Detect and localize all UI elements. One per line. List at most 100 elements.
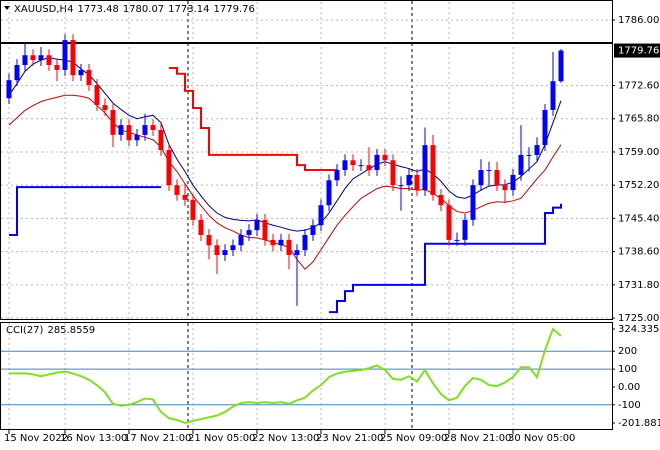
candle-body	[454, 239, 460, 241]
price-marker-label: 1779.76	[618, 46, 659, 57]
candle-body	[150, 125, 156, 130]
candle-body	[518, 154, 524, 175]
candle-body	[422, 145, 428, 191]
candle-body	[526, 154, 532, 156]
candle-body	[126, 125, 132, 141]
candle-body	[102, 105, 108, 110]
indicator-header: CCI(27) 285.8559	[6, 325, 95, 336]
moving-average	[8, 57, 562, 232]
candle-body	[134, 134, 140, 141]
candle-body	[70, 40, 76, 76]
candle-body	[414, 174, 420, 191]
y-tick-label: 1759.00	[618, 147, 659, 158]
candle-body	[430, 145, 436, 195]
x-tick-label: 28 Nov 21:00	[444, 433, 511, 444]
candle-body	[486, 170, 492, 172]
candle-body	[318, 205, 324, 226]
candle-body	[110, 109, 116, 135]
candle-body	[238, 235, 244, 246]
candle-body	[358, 165, 364, 167]
x-tick-label: 30 Nov 05:00	[508, 433, 575, 444]
candle-body	[86, 69, 92, 86]
stop-line	[169, 66, 337, 172]
candle-body	[302, 235, 308, 251]
candle-body	[54, 65, 60, 70]
y-tick-label: 1765.80	[618, 114, 659, 125]
candle-body	[214, 245, 220, 256]
candle-body	[382, 154, 388, 161]
candle-body	[14, 65, 20, 81]
y-tick-label: 200	[618, 346, 637, 357]
y-tick-label: 100	[618, 364, 637, 375]
indicator-pane	[0, 322, 613, 430]
indicator-value: 285.8559	[47, 325, 95, 336]
candle-body	[398, 185, 404, 187]
candle-body	[94, 85, 100, 106]
candle-body	[462, 219, 468, 240]
candle-body	[6, 80, 12, 99]
x-tick-label: 16 Nov 13:00	[60, 433, 127, 444]
candle-body	[78, 69, 84, 76]
x-tick-label: 21 Nov 05:00	[188, 433, 255, 444]
stop-line	[9, 186, 161, 237]
candle-body	[198, 219, 204, 236]
candle-body	[30, 55, 36, 61]
candle-body	[158, 129, 164, 151]
candle-body	[406, 174, 412, 186]
candle-body	[366, 165, 372, 171]
candle-body	[246, 230, 252, 236]
candle-body	[270, 239, 276, 246]
candle-body	[558, 50, 564, 82]
candle-body	[166, 150, 172, 186]
x-tick-label: 17 Nov 21:00	[124, 433, 191, 444]
candle-body	[222, 250, 228, 256]
candle-body	[510, 174, 516, 191]
candle-body	[262, 219, 268, 240]
candle-body	[278, 239, 284, 246]
candle-body	[374, 154, 380, 171]
header-low: 1773.14	[168, 4, 209, 15]
candle-body	[174, 185, 180, 195]
indicator-name: CCI(27)	[6, 325, 44, 336]
y-tick-label: 1752.20	[618, 180, 659, 191]
header-high: 1780.07	[123, 4, 164, 15]
chart-header: XAUUSD,H4 1773.48 1780.07 1773.14 1779.76	[14, 4, 255, 15]
candle-body	[534, 145, 540, 155]
x-tick-label: 15 Nov 2022	[4, 433, 68, 444]
candle-body	[390, 160, 396, 186]
y-tick-label: 1786.00	[618, 15, 659, 26]
candle-body	[46, 55, 52, 66]
candle-body	[62, 40, 68, 70]
x-tick-label: 23 Nov 21:00	[316, 433, 383, 444]
candle-body	[182, 194, 188, 200]
moving-average	[8, 94, 562, 270]
candle-body	[230, 245, 236, 251]
y-tick-label: -100	[618, 400, 641, 411]
candle-body	[542, 109, 548, 146]
candle-body	[470, 185, 476, 220]
y-tick-label: 1738.60	[618, 247, 659, 258]
candle-body	[190, 199, 196, 220]
symbol: XAUUSD,H4	[14, 4, 73, 15]
candle-body	[118, 125, 124, 135]
candle-body	[310, 225, 316, 236]
header-close: 1779.76	[214, 4, 255, 15]
y-tick-label: 1731.80	[618, 280, 659, 291]
y-tick-label: 1725.00	[618, 313, 659, 324]
price-pane	[0, 0, 613, 320]
y-tick-label: 324.3354	[618, 324, 660, 335]
candle-body	[326, 180, 332, 206]
x-tick-label: 25 Nov 09:00	[380, 433, 447, 444]
y-tick-label: 0.00	[618, 382, 640, 393]
price-marker	[614, 43, 660, 58]
candle-body	[502, 185, 508, 191]
candle-body	[142, 125, 148, 135]
candle-body	[286, 239, 292, 256]
candle-body	[494, 170, 500, 186]
candle-body	[334, 170, 340, 181]
candle-body	[550, 81, 556, 110]
candle-body	[38, 55, 44, 61]
